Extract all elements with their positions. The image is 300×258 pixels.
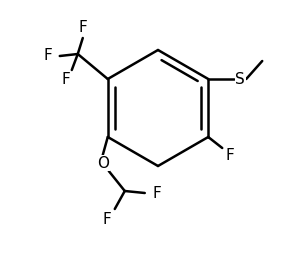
Text: F: F: [61, 72, 70, 87]
Text: S: S: [236, 71, 245, 86]
Text: F: F: [78, 20, 87, 36]
Text: F: F: [152, 186, 161, 200]
Text: O: O: [97, 156, 109, 171]
Text: F: F: [102, 212, 111, 227]
Text: F: F: [226, 148, 235, 163]
Text: F: F: [44, 49, 52, 63]
